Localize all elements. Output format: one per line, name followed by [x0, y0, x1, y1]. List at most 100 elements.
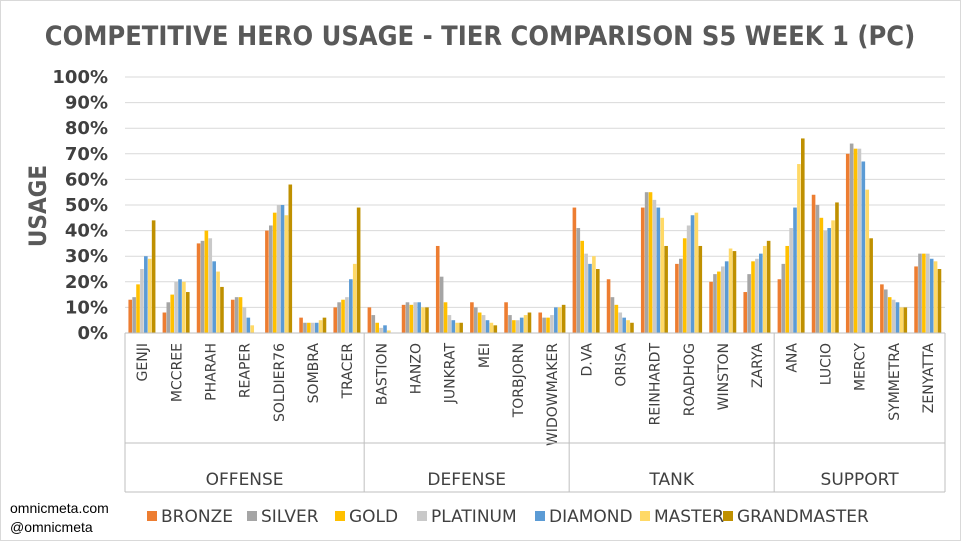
- bar-grandmaster-lucio: [835, 202, 839, 333]
- category-label: MEI: [477, 343, 493, 368]
- category-label: SOLDIER76: [272, 343, 288, 422]
- bar-bronze-zenyatta: [914, 266, 918, 333]
- bar-gold-orisa: [614, 304, 619, 333]
- bar-diamond-hanzo: [417, 302, 421, 333]
- category-label: ZARYA: [750, 343, 766, 388]
- bar-silver-symmetra: [884, 289, 888, 333]
- bar-gold-junkrat: [443, 302, 448, 333]
- category-label: WIDOWMAKER: [545, 343, 561, 446]
- bar-bronze-dva: [572, 207, 577, 333]
- bar-diamond-zarya: [759, 253, 763, 333]
- bar-grandmaster-roadhog: [698, 245, 703, 333]
- bar-grandmaster-hanzo: [425, 307, 429, 333]
- bar-bronze-reaper: [230, 299, 235, 333]
- bar-master-ana: [797, 164, 801, 333]
- bar-gold-torbjorn: [512, 320, 516, 333]
- bar-diamond-widowmaker: [554, 307, 558, 333]
- bar-platinum-bastion: [379, 327, 383, 333]
- category-label: REINHARDT: [648, 343, 664, 426]
- bar-silver-widowmaker: [542, 317, 546, 333]
- category-label: ANA: [784, 343, 800, 373]
- bar-gold-ana: [785, 245, 789, 333]
- y-tick-label: 0%: [77, 323, 108, 344]
- bar-diamond-mei: [485, 320, 490, 333]
- bar-platinum-soldier76: [276, 205, 281, 333]
- bar-bronze-torbjorn: [504, 302, 508, 333]
- legend-label-silver: SILVER: [261, 507, 319, 527]
- bar-gold-zarya: [751, 261, 755, 333]
- bar-gold-genji: [136, 284, 140, 333]
- bar-grandmaster-zarya: [766, 240, 771, 333]
- group-label-tank: TANK: [648, 470, 694, 490]
- bar-diamond-genji: [144, 256, 148, 333]
- bar-silver-orisa: [610, 297, 615, 333]
- bar-silver-lucio: [815, 205, 820, 333]
- category-label: GENJI: [135, 343, 151, 381]
- bar-bronze-zarya: [743, 292, 748, 333]
- y-tick-label: 70%: [65, 144, 108, 165]
- bar-silver-torbjorn: [508, 315, 512, 333]
- bar-silver-reinhardt: [644, 192, 649, 333]
- bar-diamond-mercy: [861, 161, 866, 333]
- bar-platinum-zarya: [755, 258, 759, 333]
- bar-master-symmetra: [899, 307, 904, 333]
- bar-master-orisa: [626, 320, 630, 333]
- bar-master-widowmaker: [557, 307, 562, 333]
- legend-swatch-bronze: [147, 511, 157, 521]
- bar-platinum-pharah: [208, 238, 213, 333]
- bar-bronze-soldier76: [265, 230, 269, 333]
- bar-silver-soldier76: [269, 225, 273, 333]
- category-label: JUNKRAT: [443, 343, 459, 405]
- category-label: MCCREE: [169, 343, 185, 402]
- source-website: omnicmeta.com: [10, 500, 109, 516]
- category-label: HANZO: [408, 343, 424, 394]
- bar-diamond-torbjorn: [519, 317, 524, 333]
- y-tick-label: 80%: [65, 118, 108, 139]
- bar-grandmaster-zenyatta: [937, 269, 942, 333]
- bar-diamond-orisa: [622, 317, 626, 333]
- category-label: PHARAH: [203, 343, 219, 401]
- bar-bronze-tracer: [333, 307, 338, 333]
- bar-platinum-reaper: [242, 307, 247, 333]
- bar-gold-winston: [717, 271, 721, 333]
- bar-master-tracer: [352, 263, 357, 333]
- bar-gold-zenyatta: [922, 253, 926, 333]
- bar-diamond-reinhardt: [656, 207, 661, 333]
- bar-silver-ana: [781, 263, 786, 333]
- category-label: WINSTON: [716, 343, 732, 410]
- y-tick-label: 30%: [65, 246, 108, 267]
- legend-swatch-grandmaster: [723, 511, 733, 521]
- bar-gold-widowmaker: [546, 317, 550, 333]
- bar-master-mercy: [865, 189, 870, 333]
- bar-platinum-junkrat: [447, 315, 452, 333]
- bar-silver-sombra: [303, 322, 307, 333]
- y-tick-label: 20%: [65, 272, 108, 293]
- bar-grandmaster-pharah: [220, 286, 224, 333]
- bar-silver-mei: [474, 307, 478, 333]
- category-label: SYMMETRA: [887, 343, 903, 421]
- legend-label-diamond: DIAMOND: [549, 507, 633, 527]
- legend-label-master: MASTER: [654, 507, 724, 527]
- gridlines: 0% 10% 20% 30% 40% 50% 60% 70% 80% 90% 100%: [52, 67, 945, 344]
- bar-master-pharah: [216, 271, 220, 333]
- bar-silver-zarya: [747, 274, 751, 333]
- bar-diamond-winston: [724, 261, 729, 333]
- bar-gold-dva: [580, 240, 584, 333]
- category-label: ZENYATTA: [921, 343, 937, 414]
- bar-diamond-mccree: [178, 279, 182, 333]
- bar-silver-pharah: [200, 240, 205, 333]
- legend-swatch-master: [640, 511, 650, 521]
- bar-bronze-reinhardt: [640, 207, 645, 333]
- bar-silver-junkrat: [439, 276, 444, 333]
- bar-diamond-reaper: [246, 317, 251, 333]
- category-label: ROADHOG: [682, 343, 698, 416]
- bar-grandmaster-widowmaker: [561, 304, 566, 333]
- bar-master-winston: [728, 248, 733, 333]
- bar-gold-tracer: [341, 299, 345, 333]
- bar-silver-reaper: [234, 297, 239, 333]
- bar-gold-mercy: [853, 148, 858, 333]
- legend-label-platinum: PLATINUM: [431, 507, 517, 527]
- bar-master-soldier76: [284, 215, 289, 333]
- bar-gold-lucio: [819, 217, 824, 333]
